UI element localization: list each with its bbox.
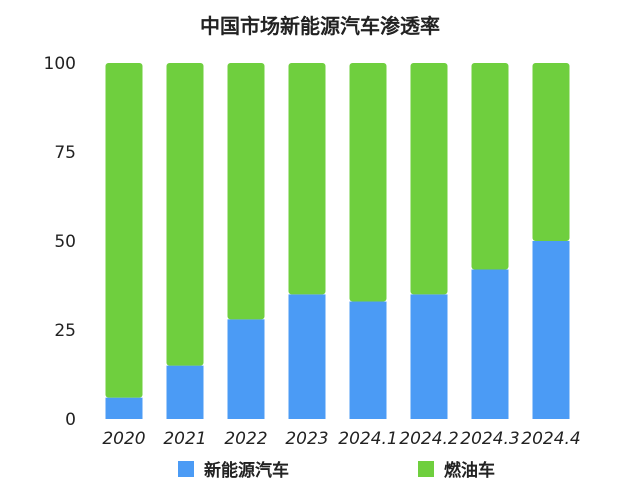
bar-ice-2024.1: [349, 63, 387, 302]
bar-nev-2022: [227, 319, 265, 419]
chart-title: 中国市场新能源汽车渗透率: [200, 14, 440, 38]
x-axis-ticks: 2020 2021 2022 2023 2024.1 2024.2 2024.3 2024.4: [102, 429, 580, 449]
bar-ice-2022: [227, 63, 265, 320]
y-tick-label: 0: [65, 410, 76, 430]
bars-group: [105, 63, 570, 419]
x-tick-label: 2024.3: [460, 429, 519, 449]
x-tick-label: 2024.1: [338, 429, 397, 449]
legend-item-nev: 新能源汽车: [178, 456, 289, 481]
x-tick-label: 2021: [163, 429, 206, 449]
legend-label-nev: 新能源汽车: [204, 461, 289, 481]
y-tick-label: 100: [44, 54, 76, 74]
bar-nev-2023: [288, 294, 326, 419]
y-tick-label: 50: [54, 232, 76, 252]
x-tick-label: 2022: [224, 429, 267, 449]
bar-ice-2024.4: [532, 63, 570, 241]
bar-ice-2024.3: [471, 63, 509, 270]
bar-nev-2021: [166, 365, 204, 419]
bar-ice-2023: [288, 63, 326, 295]
bar-ice-2024.2: [410, 63, 448, 295]
legend-swatch-nev: [178, 460, 194, 477]
bar-nev-2020: [105, 397, 143, 419]
bar-nev-2024.2: [410, 294, 448, 419]
x-tick-label: 2024.4: [521, 429, 580, 449]
bar-nev-2024.3: [471, 269, 509, 419]
y-tick-label: 25: [54, 321, 76, 341]
legend-label-ice: 燃油车: [444, 461, 495, 481]
bar-nev-2024.4: [532, 241, 570, 419]
bar-ice-2021: [166, 63, 204, 366]
bar-ice-2020: [105, 63, 143, 398]
legend-item-ice: 燃油车: [418, 456, 495, 481]
y-tick-label: 75: [54, 143, 76, 163]
legend-swatch-ice: [418, 460, 434, 477]
x-tick-label: 2024.2: [399, 429, 458, 449]
y-axis-ticks: 0 25 50 75 100: [44, 54, 76, 430]
bar-nev-2024.1: [349, 301, 387, 419]
x-tick-label: 2023: [285, 429, 328, 449]
x-tick-label: 2020: [102, 429, 145, 449]
